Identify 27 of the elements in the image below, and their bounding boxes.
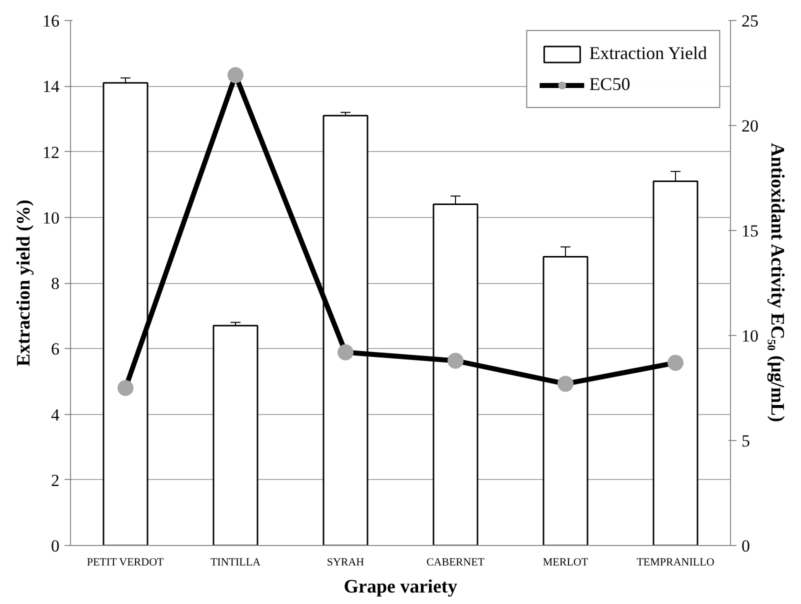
y-tick-label: 12 — [42, 142, 60, 162]
x-tick-label: TINTILLA — [210, 556, 261, 568]
x-tick-label: MERLOT — [542, 556, 588, 568]
y-axis-title: Extraction yield (%) — [14, 200, 34, 366]
y-tick-label: 14 — [42, 77, 60, 96]
y2-tick-label: 10 — [742, 326, 758, 346]
y-tick-label: 8 — [51, 274, 60, 293]
y2-tick-label: 15 — [742, 222, 758, 240]
x-tick-label: CABERNET — [426, 556, 485, 568]
y2-tick-label: 0 — [742, 536, 750, 556]
y-tick-label: 6 — [51, 340, 60, 359]
bar — [212, 324, 258, 546]
y-tick-label: 0 — [51, 536, 60, 556]
y-tick-label: 10 — [42, 208, 60, 228]
y-tick-label: 4 — [51, 405, 60, 424]
x-tick-label: PETIT VERDOT — [86, 556, 164, 568]
y-tick-label: 16 — [42, 12, 60, 30]
legend-label: Extraction Yield — [589, 43, 707, 64]
x-tick-label: TEMPRANILLO — [636, 556, 714, 568]
y2-tick-label: 20 — [742, 116, 758, 136]
x-tick-label: SYRAH — [326, 556, 364, 568]
y2-tick-label: 5 — [742, 432, 750, 450]
x-axis-title: Grape variety — [344, 576, 458, 598]
y2-axis-title: Antioxidant Activity EC₅₀ (μg/mL) — [766, 142, 788, 422]
legend-label: EC50 — [589, 74, 630, 95]
y2-tick-label: 25 — [742, 12, 758, 30]
y-tick-label: 2 — [51, 470, 60, 490]
